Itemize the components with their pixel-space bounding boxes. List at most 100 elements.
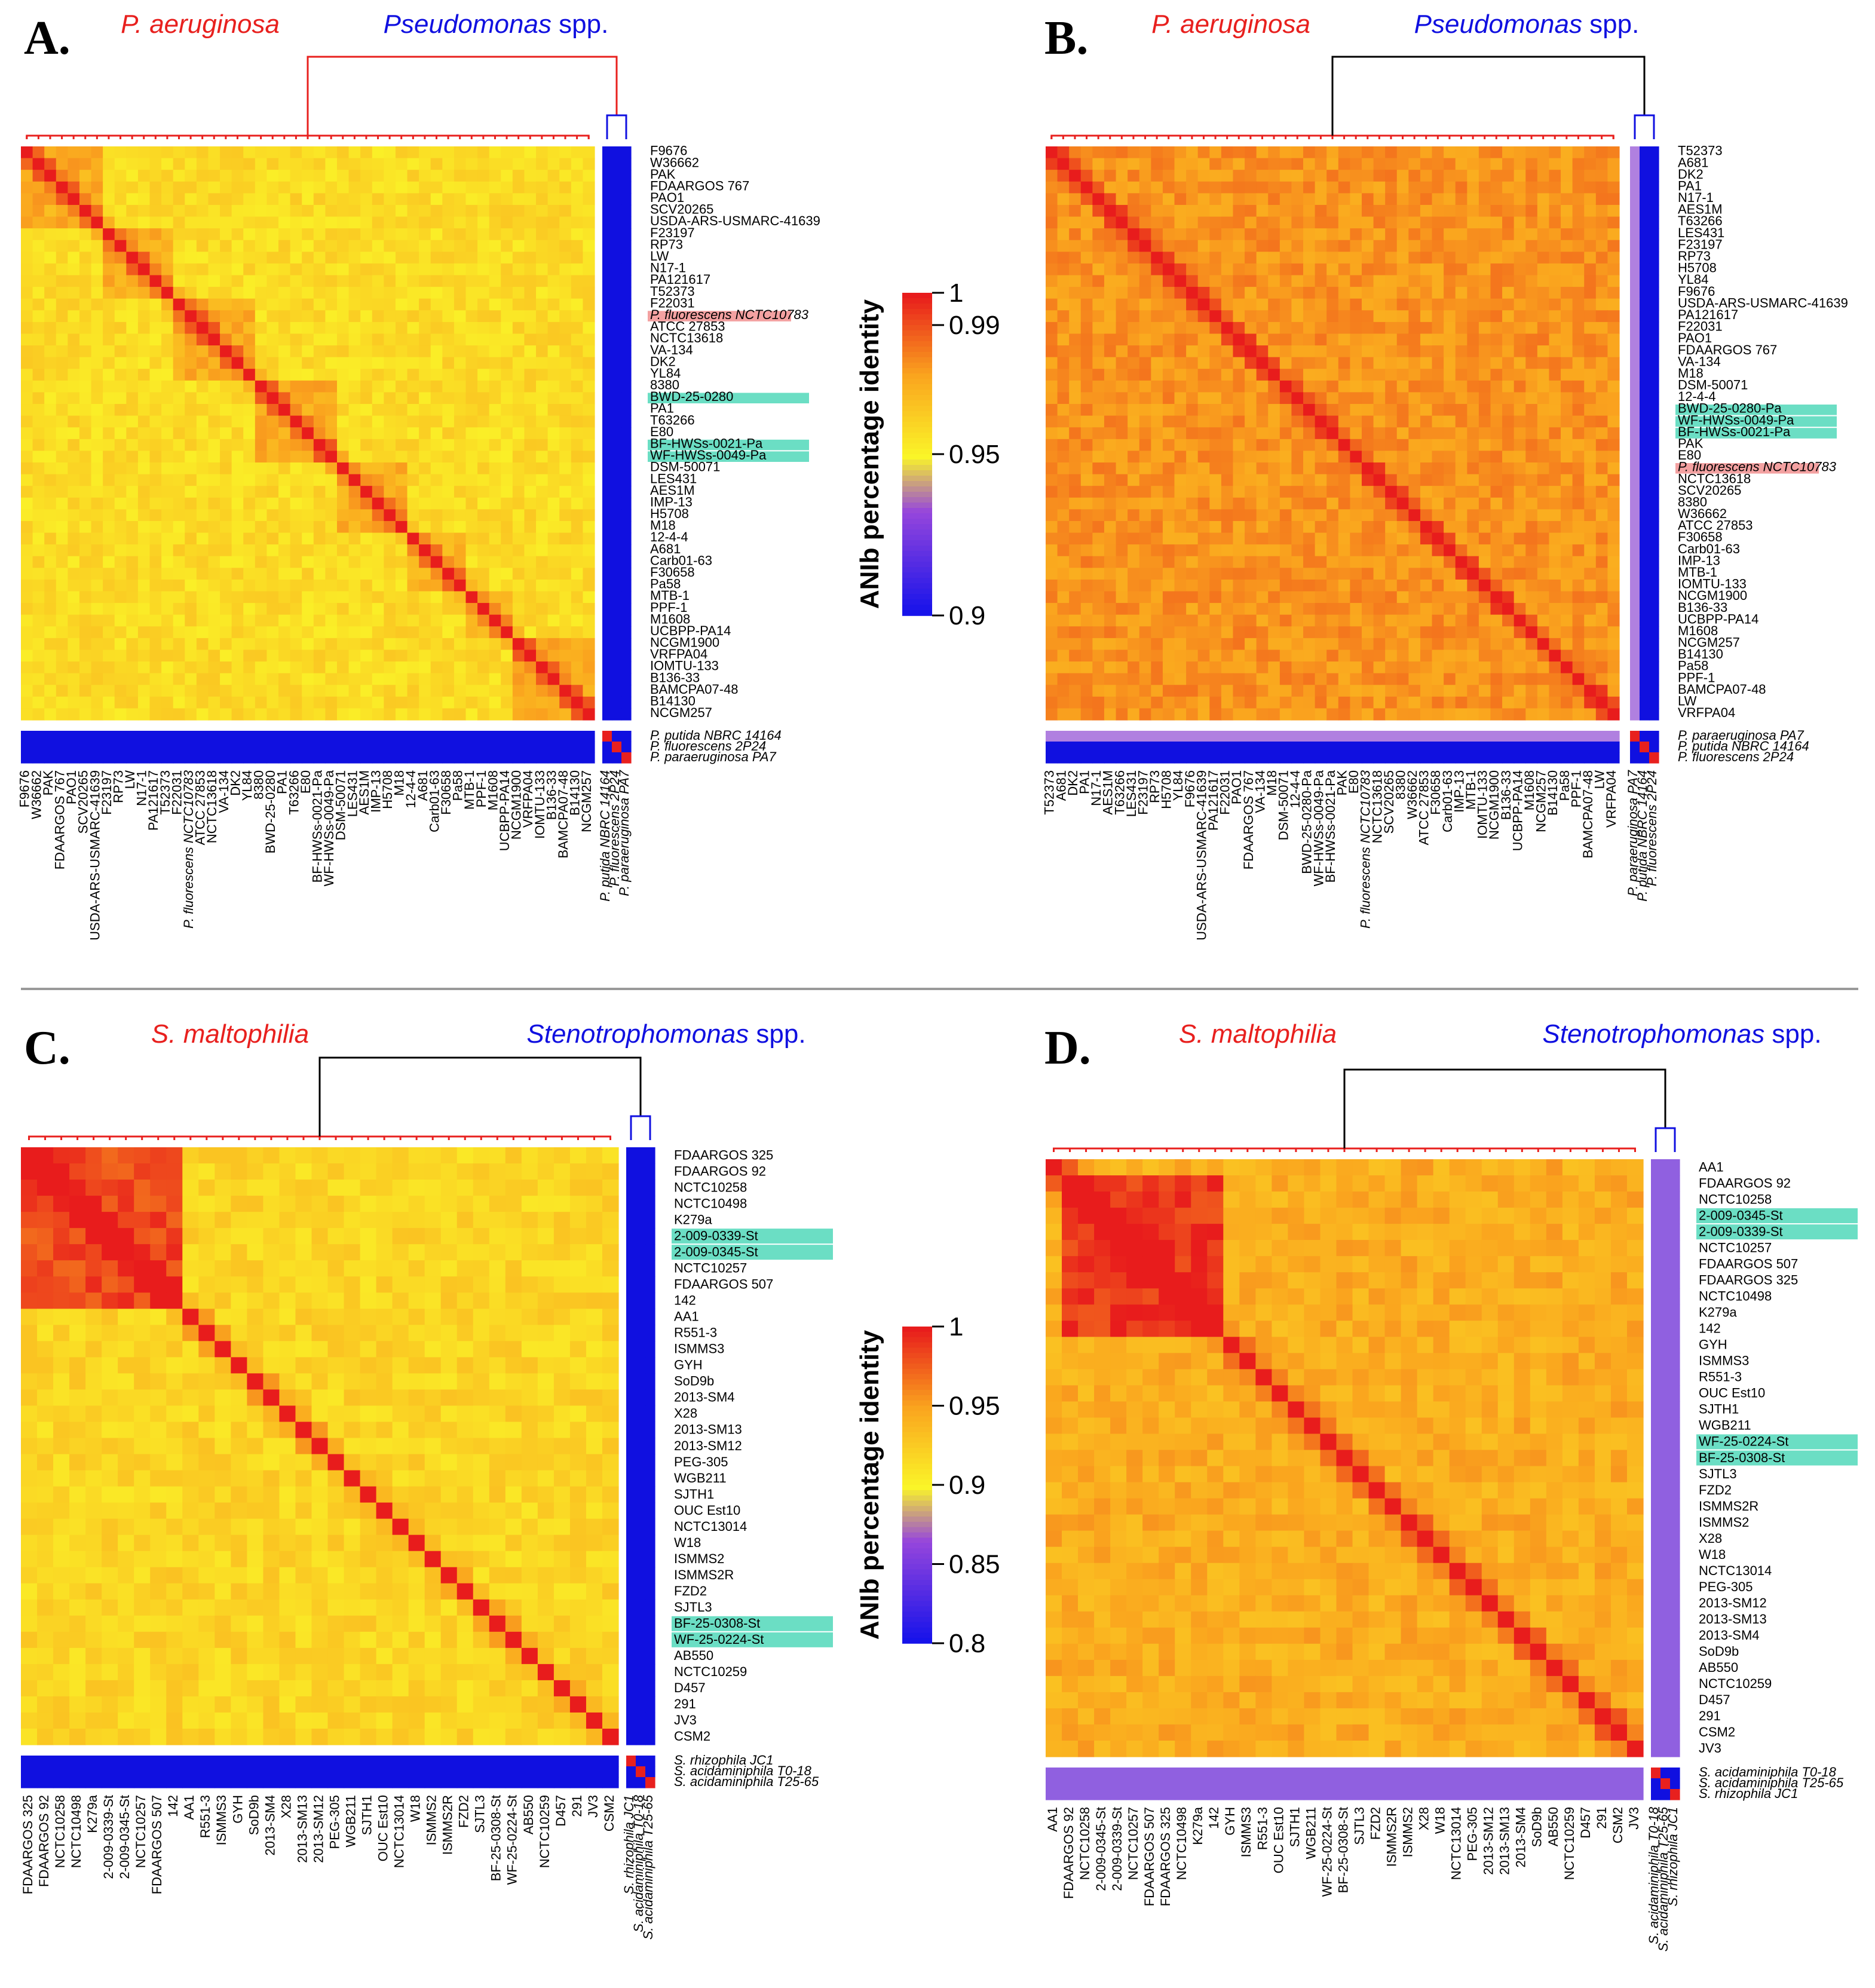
side-cell <box>612 392 622 405</box>
heatmap-cell <box>430 614 443 627</box>
heatmap-cell <box>290 614 302 627</box>
heatmap-cell <box>1303 216 1316 229</box>
heatmap-cell <box>395 345 408 358</box>
heatmap-cell <box>489 451 501 463</box>
heatmap-cell <box>1361 462 1374 475</box>
heatmap-cell <box>583 696 595 709</box>
heatmap-cell <box>32 486 45 498</box>
side-cell <box>602 474 612 486</box>
heatmap-cell <box>1080 497 1093 510</box>
heatmap-cell <box>1514 333 1526 346</box>
side-cell <box>621 650 632 662</box>
heatmap-cell <box>1549 321 1561 335</box>
heatmap-cell <box>407 310 419 323</box>
heatmap-cell <box>454 509 467 522</box>
heatmap-cell <box>336 685 350 697</box>
heatmap-cell <box>1233 333 1245 346</box>
heatmap-cell <box>1315 170 1327 182</box>
heatmap-cell <box>325 486 338 498</box>
row-label: A681 <box>650 541 681 556</box>
heatmap-cell <box>1116 404 1128 416</box>
heatmap-cell <box>1046 321 1058 335</box>
heatmap-cell <box>302 193 314 206</box>
heatmap-cell <box>68 439 80 451</box>
heatmap-cell <box>1444 532 1456 545</box>
heatmap-cell <box>243 661 256 674</box>
heatmap-cell <box>419 591 431 604</box>
heatmap-cell <box>243 263 256 276</box>
side-cell <box>612 509 622 522</box>
heatmap-cell <box>149 696 162 709</box>
heatmap-cell <box>161 614 174 627</box>
heatmap-cell <box>103 310 115 323</box>
heatmap-cell <box>1561 380 1573 393</box>
heatmap-cell <box>372 591 384 604</box>
heatmap-cell <box>524 158 537 170</box>
heatmap-cell <box>231 240 244 252</box>
heatmap-cell <box>384 685 396 697</box>
heatmap-cell <box>196 158 209 170</box>
heatmap-cell <box>1361 228 1374 241</box>
heatmap-cell <box>79 380 92 393</box>
heatmap-cell <box>430 497 443 510</box>
heatmap-cell <box>1338 275 1350 287</box>
heatmap-cell <box>1326 603 1339 615</box>
side-cell <box>612 532 622 545</box>
heatmap-cell <box>243 298 256 311</box>
heatmap-cell <box>1432 275 1444 287</box>
heatmap-cell <box>1303 146 1316 159</box>
heatmap-cell <box>1549 486 1561 498</box>
heatmap-cell <box>360 568 373 580</box>
heatmap-cell <box>384 170 396 182</box>
heatmap-cell <box>243 333 256 346</box>
colorbar-band <box>902 476 932 482</box>
heatmap-cell <box>1303 345 1316 358</box>
heatmap-cell <box>1303 158 1316 170</box>
heatmap-cell <box>1350 369 1362 381</box>
heatmap-cell <box>161 591 174 604</box>
heatmap-cell <box>1233 603 1245 615</box>
heatmap-cell <box>325 345 338 358</box>
heatmap-cell <box>149 170 162 182</box>
heatmap-cell <box>547 509 560 522</box>
heatmap-cell <box>1303 204 1316 218</box>
heatmap-cell <box>1245 568 1257 580</box>
heatmap-cell <box>1256 579 1269 592</box>
heatmap-cell <box>1396 451 1409 463</box>
heatmap-cell <box>290 345 302 358</box>
heatmap-cell <box>1268 357 1280 369</box>
heatmap-cell <box>1455 345 1467 358</box>
heatmap-cell <box>1444 509 1456 522</box>
heatmap-cell <box>1315 474 1327 486</box>
heatmap-cell <box>1128 228 1140 241</box>
heatmap-cell <box>1245 357 1257 369</box>
heatmap-cell <box>68 568 80 580</box>
heatmap-cell <box>137 544 151 557</box>
heatmap-cell <box>266 287 279 299</box>
heatmap-cell <box>1455 439 1467 451</box>
heatmap-cell <box>419 146 431 159</box>
heatmap-cell <box>348 181 361 194</box>
heatmap-cell <box>1057 193 1070 206</box>
heatmap-cell <box>1162 181 1175 194</box>
heatmap-cell <box>571 497 584 510</box>
heatmap-cell <box>290 228 302 241</box>
colorbar-band <box>902 363 932 369</box>
heatmap-cell <box>1572 333 1585 346</box>
heatmap-cell <box>79 298 92 311</box>
heatmap-cell <box>1502 474 1515 486</box>
heatmap-cell <box>430 486 443 498</box>
heatmap-cell <box>1549 357 1561 369</box>
side-cell <box>621 579 632 592</box>
heatmap-cell <box>1104 216 1117 229</box>
heatmap-cell <box>21 497 33 510</box>
heatmap-cell <box>583 520 595 534</box>
strip-cell <box>68 731 80 742</box>
heatmap-cell <box>571 650 584 662</box>
heatmap-cell <box>1139 556 1151 568</box>
heatmap-cell <box>430 474 443 486</box>
heatmap-cell <box>1478 369 1491 381</box>
heatmap-cell <box>1525 252 1538 264</box>
heatmap-cell <box>442 392 455 405</box>
heatmap-cell <box>126 509 139 522</box>
